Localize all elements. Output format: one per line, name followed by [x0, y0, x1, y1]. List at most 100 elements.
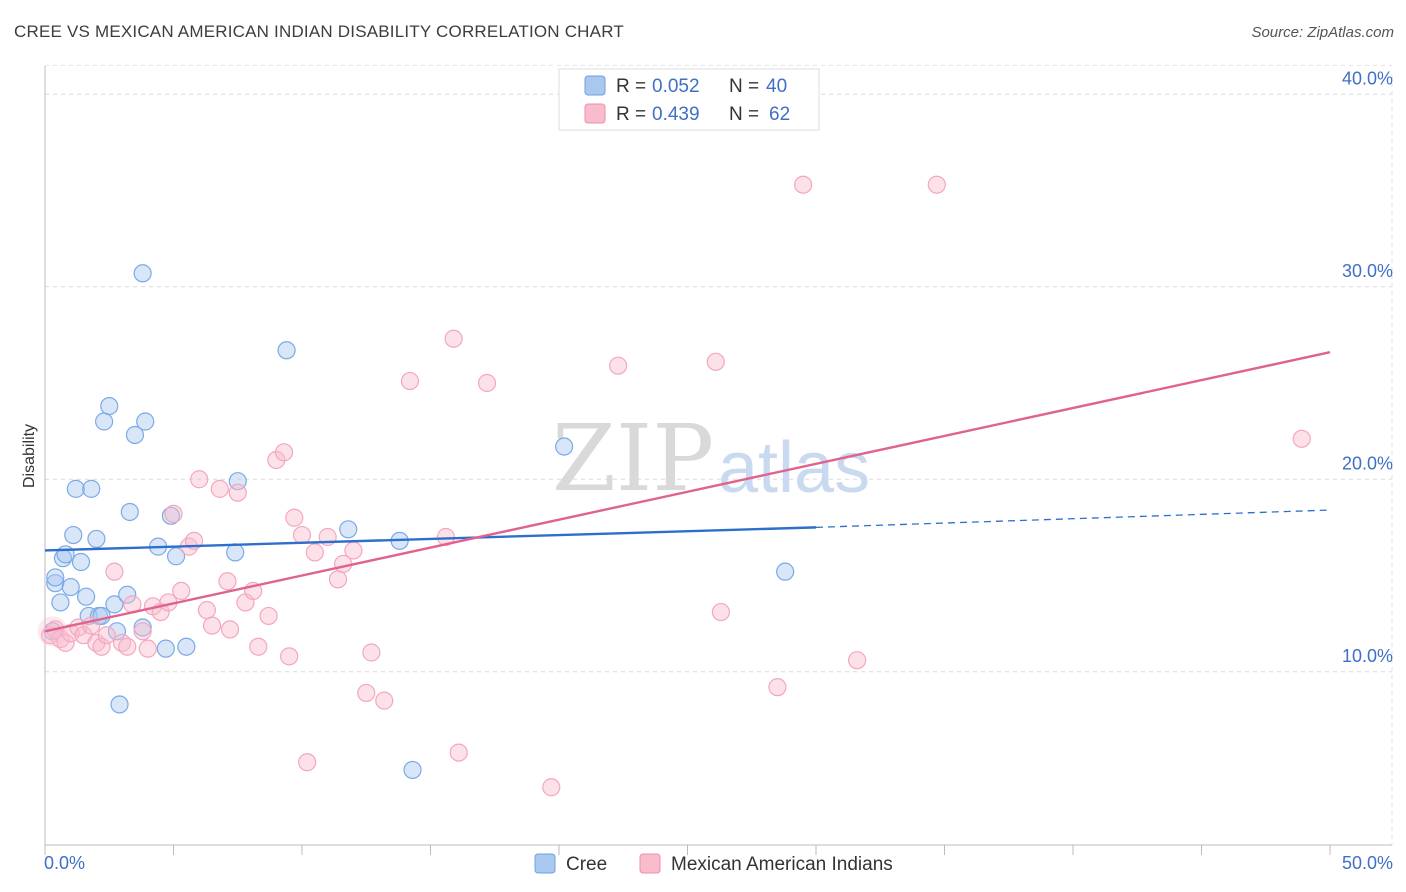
cree-point	[46, 574, 65, 593]
mexican-point	[542, 778, 561, 797]
mexican-point	[190, 470, 209, 489]
mexican-point	[133, 622, 152, 641]
mexican-point	[97, 626, 116, 645]
mexican-point	[105, 562, 124, 581]
legend-r-label: R =	[616, 104, 646, 125]
mexican-point	[477, 373, 497, 393]
mexican-point	[344, 541, 363, 560]
cree-point	[226, 543, 245, 562]
mexican-point	[228, 483, 247, 502]
axes	[44, 66, 1392, 855]
legend-swatch-cree	[534, 853, 556, 874]
mexican-point	[267, 450, 286, 470]
legend-r-label: R =	[616, 76, 646, 97]
mexican-point	[449, 743, 468, 762]
source-label: Source: ZipAtlas.com	[1251, 24, 1394, 41]
cree-trend-extension	[815, 509, 1331, 529]
mexican-point	[794, 175, 813, 194]
cree-point	[776, 562, 795, 581]
mexican-point	[164, 504, 183, 524]
mexican-point	[56, 633, 75, 652]
legend-swatch-mexican	[584, 103, 606, 124]
mexican-cluster-point	[37, 616, 68, 647]
mexican-point	[292, 525, 312, 545]
legend-n-value: 62	[769, 104, 790, 125]
tick-labels: 10.0% 20.0% 30.0% 40.0% 0.0% 50.0%	[44, 68, 1393, 873]
mexican-point	[197, 601, 217, 620]
x-tick-label: 50.0%	[1342, 853, 1393, 873]
mexican-point	[444, 329, 463, 348]
mexican-point	[118, 637, 137, 656]
mexican-point	[92, 637, 111, 656]
mexican-point	[305, 543, 324, 562]
mexican-point	[609, 356, 628, 375]
cree-point	[133, 264, 152, 283]
y-tick-label: 20.0%	[1342, 453, 1393, 473]
legend-swatch-mexican	[639, 853, 661, 874]
cree-point	[125, 425, 145, 445]
cree-point	[166, 547, 186, 566]
legend-n-label: N =	[729, 104, 759, 125]
cree-point	[555, 437, 574, 456]
mexican-point	[400, 371, 420, 391]
cree-point	[87, 529, 106, 549]
y-tick-label: 30.0%	[1342, 261, 1393, 281]
trend-lines	[44, 351, 1331, 633]
cree-point	[118, 585, 137, 604]
cree-point	[177, 637, 196, 656]
mexican-point	[138, 639, 157, 658]
mexican-point	[706, 352, 725, 371]
mexican-point	[249, 637, 268, 656]
cree-point	[77, 587, 96, 606]
mexican-point	[768, 678, 787, 697]
mexican-point	[280, 647, 299, 666]
legend-bottom: Cree Mexican American Indians	[534, 853, 893, 875]
watermark-zip: ZIP	[552, 405, 714, 512]
legend-n-value: 40	[766, 76, 787, 97]
mexican-point	[218, 572, 237, 591]
chart-title: CREE VS MEXICAN AMERICAN INDIAN DISABILI…	[14, 22, 624, 41]
grid-lines	[45, 64, 1393, 845]
mexican-point	[711, 602, 731, 622]
cree-point	[105, 595, 124, 614]
mexican-point	[202, 616, 222, 635]
legend-top: R = 0.052 N = 40 R = 0.439 N = 62	[558, 68, 820, 131]
mexican-point	[172, 581, 191, 601]
cree-point	[339, 520, 358, 539]
cree-point	[133, 618, 152, 637]
cree-point	[51, 593, 70, 612]
legend-n-label: N =	[729, 76, 759, 97]
mexican-point	[1292, 429, 1311, 448]
y-tick-label: 10.0%	[1342, 646, 1393, 666]
mexican-point	[927, 175, 946, 194]
y-tick-label: 40.0%	[1342, 68, 1393, 88]
mexican-point	[362, 643, 381, 662]
legend-r-value: 0.052	[652, 76, 700, 97]
cree-point	[64, 525, 83, 545]
cree-point	[56, 545, 75, 564]
cree-point	[61, 577, 80, 597]
mexican-point	[328, 570, 348, 589]
legend-swatch-cree	[584, 75, 606, 96]
cree-point	[46, 568, 65, 587]
mexican-trend-line	[44, 351, 1331, 633]
cree-point	[66, 479, 85, 498]
cree-point	[95, 412, 114, 431]
cree-point	[277, 341, 296, 360]
watermark: ZIP atlas	[552, 405, 870, 512]
x-tick-label: 0.0%	[44, 853, 85, 873]
cree-point	[71, 552, 91, 572]
mexican-point	[848, 651, 867, 670]
mexican-point	[210, 479, 229, 498]
mexican-point	[220, 620, 240, 639]
cree-point	[100, 397, 119, 416]
legend-label-cree: Cree	[566, 854, 607, 875]
cree-point	[107, 622, 127, 641]
legend-label-mexican: Mexican American Indians	[671, 854, 893, 875]
mexican-point	[259, 606, 278, 626]
mexican-point	[285, 508, 304, 527]
cree-point	[110, 695, 129, 714]
mexican-point	[436, 527, 456, 547]
cree-point	[120, 502, 139, 522]
